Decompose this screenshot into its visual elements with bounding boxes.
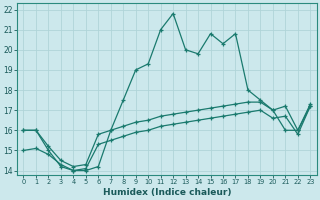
X-axis label: Humidex (Indice chaleur): Humidex (Indice chaleur) (103, 188, 231, 197)
